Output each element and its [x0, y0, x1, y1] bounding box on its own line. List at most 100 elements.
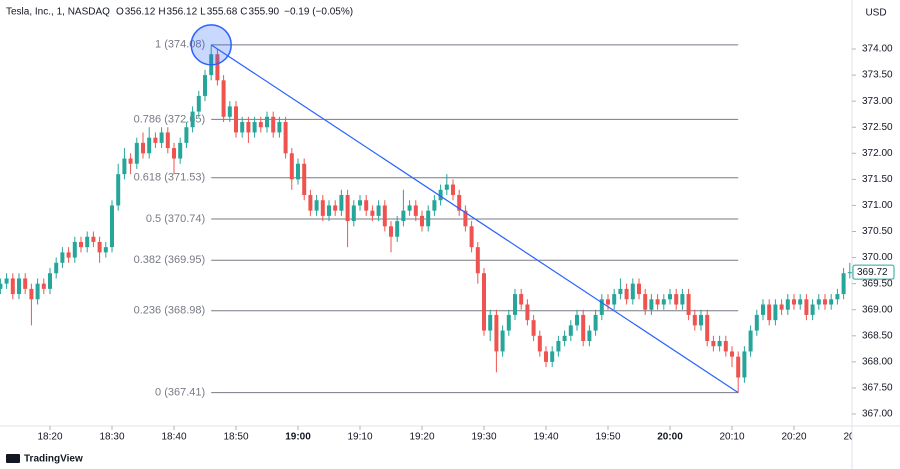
- ohlc-value: 355.90: [249, 7, 280, 18]
- candle-body: [643, 294, 648, 310]
- candle-body: [717, 341, 722, 347]
- candle-body: [544, 351, 548, 362]
- candle-body: [54, 262, 59, 274]
- x-tick-label: 19:30: [471, 432, 496, 443]
- candle-body: [630, 283, 635, 300]
- x-tick-label: 19:40: [533, 432, 558, 443]
- ohlc-label: O: [116, 7, 124, 18]
- candle-body: [767, 304, 772, 321]
- candle-body: [35, 283, 40, 300]
- candle-body: [550, 351, 555, 362]
- candle-body: [246, 122, 251, 133]
- x-tick-label: 20:00: [657, 432, 683, 443]
- candle-body: [258, 122, 263, 128]
- candle-body: [816, 299, 821, 305]
- candle-body: [196, 95, 201, 112]
- candle-body: [847, 272, 852, 274]
- candle-body: [581, 314, 586, 342]
- candle-body: [240, 122, 245, 133]
- candle-body: [804, 299, 809, 315]
- candle-body: [277, 122, 282, 133]
- candle-body: [184, 127, 189, 143]
- time-axis: 18:20 18:30 18:40 18:50 19:00 19:10 19:20 19:30…: [37, 426, 852, 443]
- candle-body: [494, 314, 499, 352]
- candle-body: [798, 299, 803, 305]
- ohlc-value: 356.12: [167, 7, 198, 18]
- candle-body: [395, 221, 400, 237]
- candle-body: [271, 116, 276, 133]
- candle-body: [29, 288, 34, 300]
- candle-body: [165, 132, 170, 149]
- y-tick-label: 370.00: [862, 252, 893, 263]
- candle-body: [506, 314, 511, 331]
- candle-body: [637, 283, 641, 295]
- candle-body: [265, 116, 269, 128]
- candle-body: [23, 278, 28, 289]
- candle-body: [128, 158, 133, 164]
- candle-body: [289, 153, 294, 180]
- plot-area: 1 (374.08) 0.786 (372.65) 0.618 (371.53) 0.…: [0, 24, 852, 399]
- brand-logo: TradingView: [6, 454, 83, 465]
- candle-body: [432, 200, 437, 211]
- fib-label: 0.618 (371.53): [134, 172, 206, 184]
- y-tick-label: 368.50: [862, 330, 893, 341]
- brand-name: TradingView: [24, 454, 83, 465]
- brand-icon: [6, 454, 20, 463]
- candle-body: [810, 304, 815, 315]
- candle-body: [17, 278, 21, 295]
- candle-body: [457, 195, 462, 211]
- fib-label: 0.5 (370.74): [146, 213, 205, 225]
- candle-body: [519, 294, 524, 305]
- candle-body: [302, 163, 307, 196]
- candle-body: [358, 200, 362, 206]
- candle-body: [742, 351, 747, 378]
- y-tick-label: 367.00: [862, 409, 893, 420]
- candle-body: [655, 299, 660, 305]
- candle-body: [463, 210, 468, 227]
- fib-label: 0.786 (372.65): [134, 113, 206, 125]
- fib-label: 0 (367.41): [155, 387, 205, 399]
- y-tick-label: 367.50: [862, 383, 893, 394]
- candle-body: [413, 205, 418, 216]
- ohlc-label: H: [158, 7, 165, 18]
- candle-body: [525, 304, 530, 321]
- candle-body: [79, 241, 83, 248]
- candle-body: [351, 205, 356, 222]
- candle-body: [792, 299, 796, 305]
- last-price-label: 369.72: [857, 267, 888, 278]
- candle-body: [823, 299, 827, 305]
- y-tick-label: 373.50: [862, 70, 893, 81]
- candle-body: [370, 210, 375, 216]
- candle-body: [333, 205, 338, 211]
- candle-body: [680, 294, 685, 305]
- candle-body: [172, 148, 176, 159]
- x-tick-label: 18:40: [161, 432, 186, 443]
- y-tick-label: 369.50: [862, 278, 893, 289]
- x-tick-label: 20:10: [719, 432, 744, 443]
- candle-body: [761, 304, 765, 315]
- candle-body: [488, 314, 493, 331]
- ohlc-label: C: [240, 7, 247, 18]
- candle-body: [754, 314, 759, 331]
- candle-body: [537, 335, 542, 352]
- candle-body: [599, 299, 604, 315]
- anchor-handle: [190, 24, 232, 66]
- candle-body: [575, 314, 579, 326]
- candle-body: [618, 288, 623, 295]
- candle-body: [91, 236, 96, 242]
- candle-body: [41, 283, 46, 289]
- x-tick-label: 19:20: [409, 432, 434, 443]
- candle-body: [296, 163, 300, 180]
- candle-body: [85, 236, 90, 248]
- candle-body: [593, 314, 598, 331]
- candle-body: [829, 299, 834, 305]
- y-tick-label: 373.00: [862, 96, 893, 107]
- candle-body: [587, 330, 592, 342]
- ohlc-label: L: [200, 7, 206, 18]
- candle-body: [736, 356, 741, 378]
- y-tick-label: 368.00: [862, 357, 893, 368]
- candle-body: [153, 137, 158, 143]
- candle-body: [699, 314, 703, 326]
- candle-body: [420, 215, 424, 227]
- x-tick-label: 19:50: [595, 432, 620, 443]
